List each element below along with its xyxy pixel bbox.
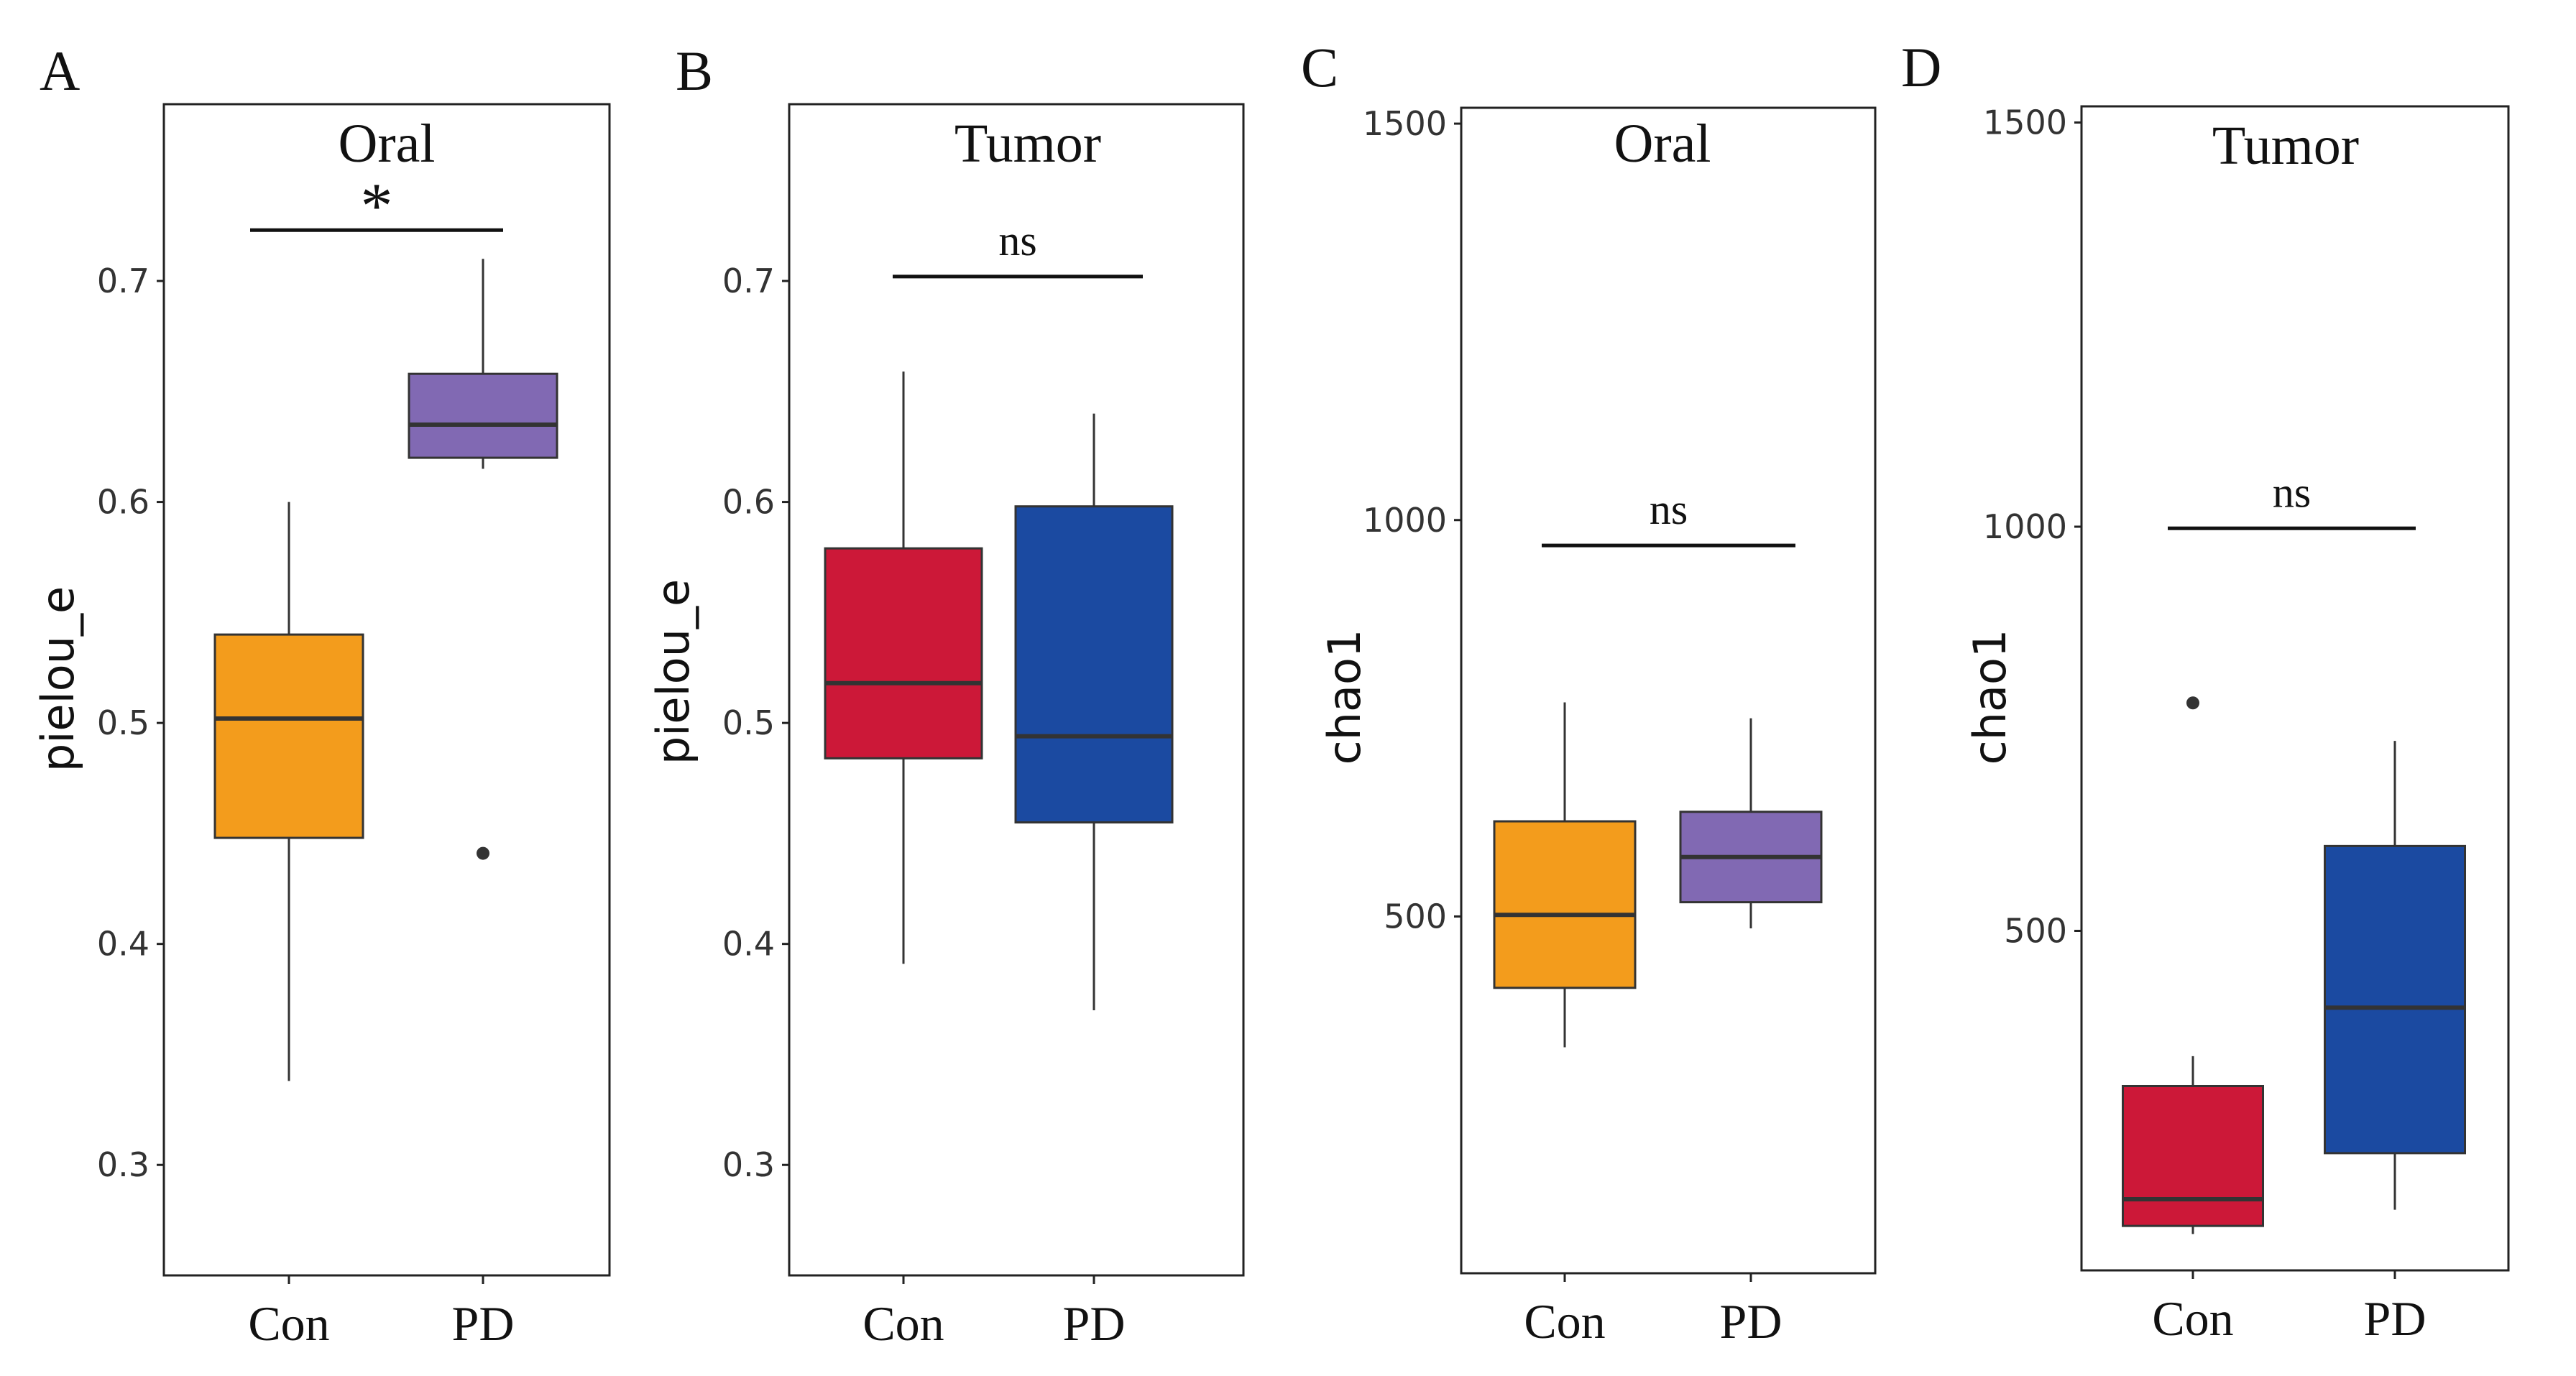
box-con bbox=[824, 547, 983, 759]
panel-a-ylabel: pielou_e bbox=[32, 586, 84, 772]
y-tick-label: 1500 bbox=[1363, 104, 1447, 143]
x-tick-label: Con bbox=[248, 1296, 329, 1351]
y-tick-label: 0.3 bbox=[722, 1145, 775, 1184]
panel-a-title: Oral bbox=[338, 114, 435, 174]
x-tick-label: Con bbox=[1524, 1294, 1605, 1349]
y-tick-label: 0.4 bbox=[722, 925, 775, 964]
box-pd bbox=[1014, 505, 1174, 824]
y-tick-label: 0.4 bbox=[97, 925, 150, 964]
panel-d: D Tumor chao1 500 1000 1500 Con PD ns bbox=[1901, 36, 2510, 1346]
panel-d-plot: 500 1000 1500 Con PD ns bbox=[1983, 103, 2466, 1346]
box-con bbox=[213, 633, 364, 839]
panel-letter-b: B bbox=[676, 40, 713, 102]
significance-label: ns bbox=[1650, 486, 1688, 533]
panel-b-title: Tumor bbox=[954, 114, 1101, 174]
y-tick-label: 0.7 bbox=[97, 262, 150, 300]
panel-d-title: Tumor bbox=[2212, 116, 2359, 176]
box-pd bbox=[408, 372, 558, 459]
box-con bbox=[1493, 820, 1637, 989]
panel-letter-c: C bbox=[1301, 36, 1338, 98]
y-tick-label: 0.6 bbox=[722, 483, 775, 522]
y-tick-label: 1500 bbox=[1983, 103, 2067, 142]
x-tick-label: PD bbox=[2364, 1291, 2426, 1346]
panel-b-frame bbox=[788, 103, 1245, 1277]
y-tick-label: 0.7 bbox=[722, 262, 775, 300]
box-con bbox=[2122, 1085, 2264, 1227]
x-tick-label: PD bbox=[452, 1296, 515, 1351]
y-tick-label: 0.5 bbox=[722, 703, 775, 742]
panel-a-plot: 0.3 0.4 0.5 0.6 0.7 Con PD * bbox=[97, 170, 558, 1351]
y-tick-label: 0.6 bbox=[97, 483, 150, 522]
y-tick-label: 0.3 bbox=[97, 1145, 150, 1184]
outlier-point bbox=[2186, 696, 2199, 710]
panel-c-frame bbox=[1460, 106, 1877, 1275]
y-tick-label: 500 bbox=[1384, 897, 1447, 936]
x-tick-label: PD bbox=[1720, 1294, 1782, 1349]
x-tick-label: Con bbox=[862, 1296, 944, 1351]
y-tick-label: 500 bbox=[2004, 912, 2067, 951]
panel-b-plot: 0.3 0.4 0.5 0.6 0.7 Con PD ns bbox=[722, 217, 1174, 1351]
y-tick-label: 1000 bbox=[1363, 501, 1447, 540]
panel-c-title: Oral bbox=[1614, 114, 1711, 174]
significance-label: ns bbox=[998, 217, 1036, 264]
panel-d-frame bbox=[2080, 105, 2510, 1272]
panel-c: C Oral chao1 500 1000 1500 Con PD ns bbox=[1301, 36, 1877, 1349]
significance-label: ns bbox=[2273, 468, 2311, 516]
significance-label: * bbox=[361, 170, 393, 241]
panel-a-frame bbox=[162, 103, 611, 1277]
panel-c-plot: 500 1000 1500 Con PD ns bbox=[1363, 104, 1823, 1349]
panel-letter-a: A bbox=[40, 40, 80, 102]
panel-a: A Oral pielou_e 0.3 0.4 0.5 0.6 0.7 Con PD * bbox=[32, 40, 611, 1351]
panel-b: B Tumor pielou_e 0.3 0.4 0.5 0.6 0.7 Con PD ns bbox=[647, 40, 1245, 1351]
outlier-point bbox=[477, 846, 489, 860]
panel-d-ylabel: chao1 bbox=[1964, 629, 2016, 765]
box-pd bbox=[2324, 844, 2466, 1155]
y-tick-label: 1000 bbox=[1983, 507, 2067, 546]
y-tick-label: 0.5 bbox=[97, 703, 150, 742]
panel-b-ylabel: pielou_e bbox=[647, 579, 699, 765]
panel-letter-d: D bbox=[1901, 36, 1941, 98]
x-tick-label: PD bbox=[1063, 1296, 1126, 1351]
x-tick-label: Con bbox=[2152, 1291, 2233, 1346]
panel-c-ylabel: chao1 bbox=[1318, 629, 1371, 765]
